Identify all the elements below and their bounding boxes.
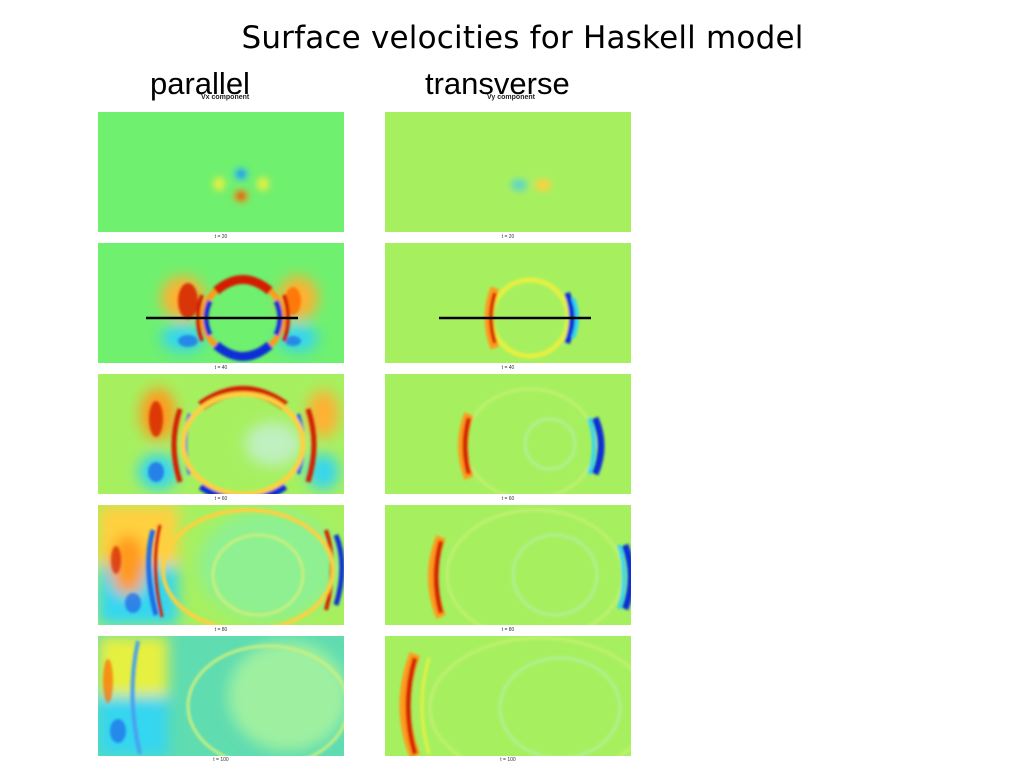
vy-panel-t80 (385, 505, 631, 625)
vy-panel-t100 (385, 636, 631, 756)
vx-time-label-t100: t = 100 (213, 757, 229, 763)
vx-panel-t60 (98, 374, 344, 494)
vy-panel-t60 (385, 374, 631, 494)
vx-panel-t100 (98, 636, 344, 756)
transverse-heading: transverse (425, 66, 570, 101)
vy-time-label-t80: t = 80 (501, 627, 515, 633)
vx-component-label: Vx component (201, 94, 250, 101)
vy-time-label-t60: t = 60 (501, 496, 515, 502)
vx-panel-t20 (98, 112, 344, 232)
vx-time-label-t60: t = 60 (214, 496, 228, 502)
vx-panel-t40 (98, 243, 344, 363)
vy-time-label-t100: t = 100 (500, 757, 516, 763)
vy-panel-t40 (385, 243, 631, 363)
parallel-heading: parallel (150, 66, 250, 101)
vx-time-label-t40: t = 40 (214, 365, 228, 371)
slide-title: Surface velocities for Haskell model (241, 20, 804, 56)
vy-component-label: Vy component (487, 94, 535, 101)
vy-panel-t20 (385, 112, 631, 232)
vx-panel-t80 (98, 505, 344, 625)
vy-time-label-t20: t = 20 (501, 234, 515, 240)
vx-time-label-t80: t = 80 (214, 627, 228, 633)
vy-time-label-t40: t = 40 (501, 365, 515, 371)
vx-time-label-t20: t = 20 (214, 234, 228, 240)
